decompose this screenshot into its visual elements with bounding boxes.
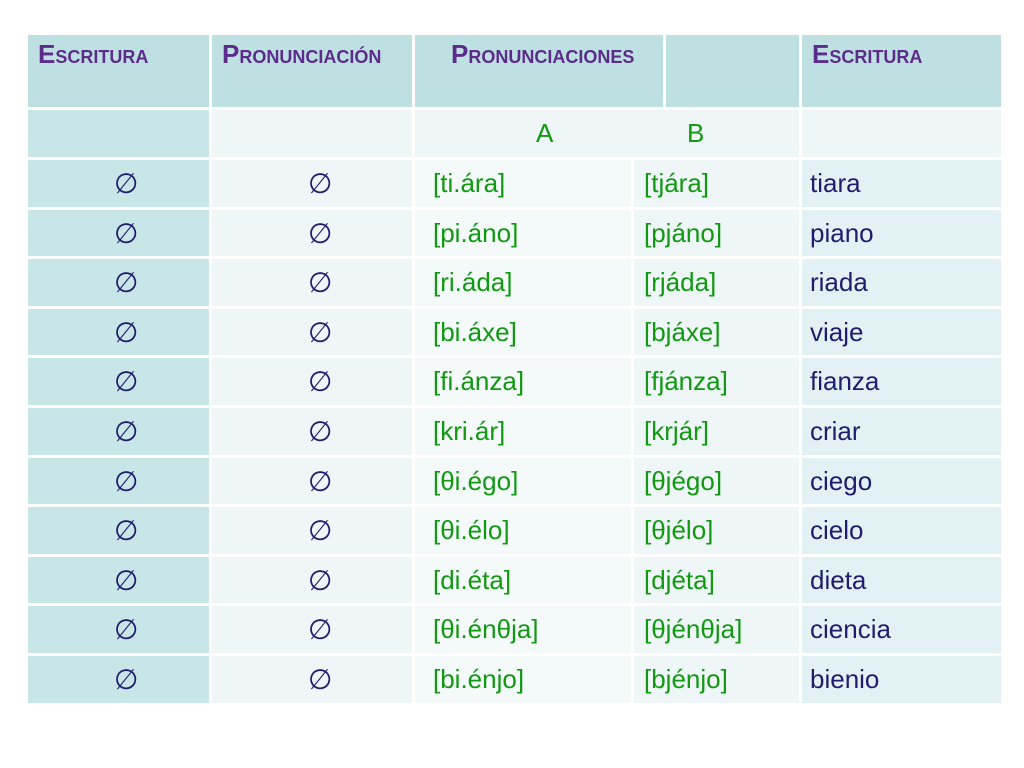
subheader-ab: A B bbox=[415, 110, 802, 160]
pronunciation-a: [bi.áxe] bbox=[415, 308, 634, 359]
pronunciation-b: [djéta] bbox=[634, 556, 802, 607]
pronunciation-a: [θi.égo] bbox=[415, 457, 634, 508]
spelling-word: piano bbox=[802, 209, 1004, 260]
spelling-word: bienio bbox=[802, 656, 1004, 706]
pronunciacion-null-symbol: ∅ bbox=[212, 457, 415, 508]
header-pronunciacion: Pronunciación bbox=[212, 35, 415, 110]
spelling-word: dieta bbox=[802, 556, 1004, 607]
header-escritura-right: Escritura bbox=[802, 35, 1004, 110]
pronunciation-b: [θjélo] bbox=[634, 507, 802, 557]
escritura-null-symbol: ∅ bbox=[28, 507, 212, 557]
header-empty bbox=[666, 35, 802, 110]
pronunciation-a: [di.éta] bbox=[415, 556, 634, 607]
escritura-null-symbol: ∅ bbox=[28, 358, 212, 408]
pronunciacion-null-symbol: ∅ bbox=[212, 308, 415, 359]
pronunciacion-null-symbol: ∅ bbox=[212, 259, 415, 309]
pronunciacion-null-symbol: ∅ bbox=[212, 606, 415, 656]
escritura-null-symbol: ∅ bbox=[28, 606, 212, 656]
pronunciation-a: [pi.áno] bbox=[415, 209, 634, 260]
spelling-word: fianza bbox=[802, 358, 1004, 408]
pronunciacion-null-symbol: ∅ bbox=[212, 556, 415, 607]
pronunciation-b: [θjénθja] bbox=[634, 606, 802, 656]
pronunciation-a: [bi.énjo] bbox=[415, 656, 634, 706]
escritura-null-symbol: ∅ bbox=[28, 457, 212, 508]
spelling-word: ciencia bbox=[802, 606, 1004, 656]
pronunciacion-null-symbol: ∅ bbox=[212, 209, 415, 260]
pronunciation-b: [krjár] bbox=[634, 408, 802, 458]
pronunciation-a: [ti.ára] bbox=[415, 160, 634, 210]
escritura-null-symbol: ∅ bbox=[28, 656, 212, 706]
spelling-word: riada bbox=[802, 259, 1004, 309]
pronunciation-b: [bjénjo] bbox=[634, 656, 802, 706]
pronunciacion-null-symbol: ∅ bbox=[212, 507, 415, 557]
escritura-null-symbol: ∅ bbox=[28, 160, 212, 210]
pronunciation-b: [bjáxe] bbox=[634, 308, 802, 359]
subheader-col2 bbox=[212, 110, 415, 160]
subheader-col5 bbox=[802, 110, 1004, 160]
pronunciation-table: Escritura Pronunciación Pronunciaciones … bbox=[28, 35, 1004, 706]
pronunciation-a: [kri.ár] bbox=[415, 408, 634, 458]
header-escritura-left: Escritura bbox=[28, 35, 212, 110]
spelling-word: ciego bbox=[802, 457, 1004, 508]
pronunciacion-null-symbol: ∅ bbox=[212, 358, 415, 408]
label-b: B bbox=[687, 118, 705, 148]
escritura-null-symbol: ∅ bbox=[28, 556, 212, 607]
pronunciacion-null-symbol: ∅ bbox=[212, 160, 415, 210]
pronunciation-a: [ri.áda] bbox=[415, 259, 634, 309]
pronunciacion-null-symbol: ∅ bbox=[212, 656, 415, 706]
escritura-null-symbol: ∅ bbox=[28, 408, 212, 458]
spelling-word: cielo bbox=[802, 507, 1004, 557]
pronunciation-b: [rjáda] bbox=[634, 259, 802, 309]
pronunciation-b: [tjára] bbox=[634, 160, 802, 210]
pronunciation-b: [pjáno] bbox=[634, 209, 802, 260]
escritura-null-symbol: ∅ bbox=[28, 209, 212, 260]
subheader-col1 bbox=[28, 110, 212, 160]
pronunciation-a: [fi.ánza] bbox=[415, 358, 634, 408]
spelling-word: criar bbox=[802, 408, 1004, 458]
escritura-null-symbol: ∅ bbox=[28, 259, 212, 309]
header-pronunciaciones: Pronunciaciones bbox=[415, 35, 666, 110]
pronunciation-a: [θi.énθja] bbox=[415, 606, 634, 656]
spelling-word: tiara bbox=[802, 160, 1004, 210]
label-a: A bbox=[536, 118, 554, 148]
spelling-word: viaje bbox=[802, 308, 1004, 359]
escritura-null-symbol: ∅ bbox=[28, 308, 212, 359]
pronunciation-b: [θjégo] bbox=[634, 457, 802, 508]
pronunciation-b: [fjánza] bbox=[634, 358, 802, 408]
pronunciation-a: [θi.élo] bbox=[415, 507, 634, 557]
pronunciacion-null-symbol: ∅ bbox=[212, 408, 415, 458]
